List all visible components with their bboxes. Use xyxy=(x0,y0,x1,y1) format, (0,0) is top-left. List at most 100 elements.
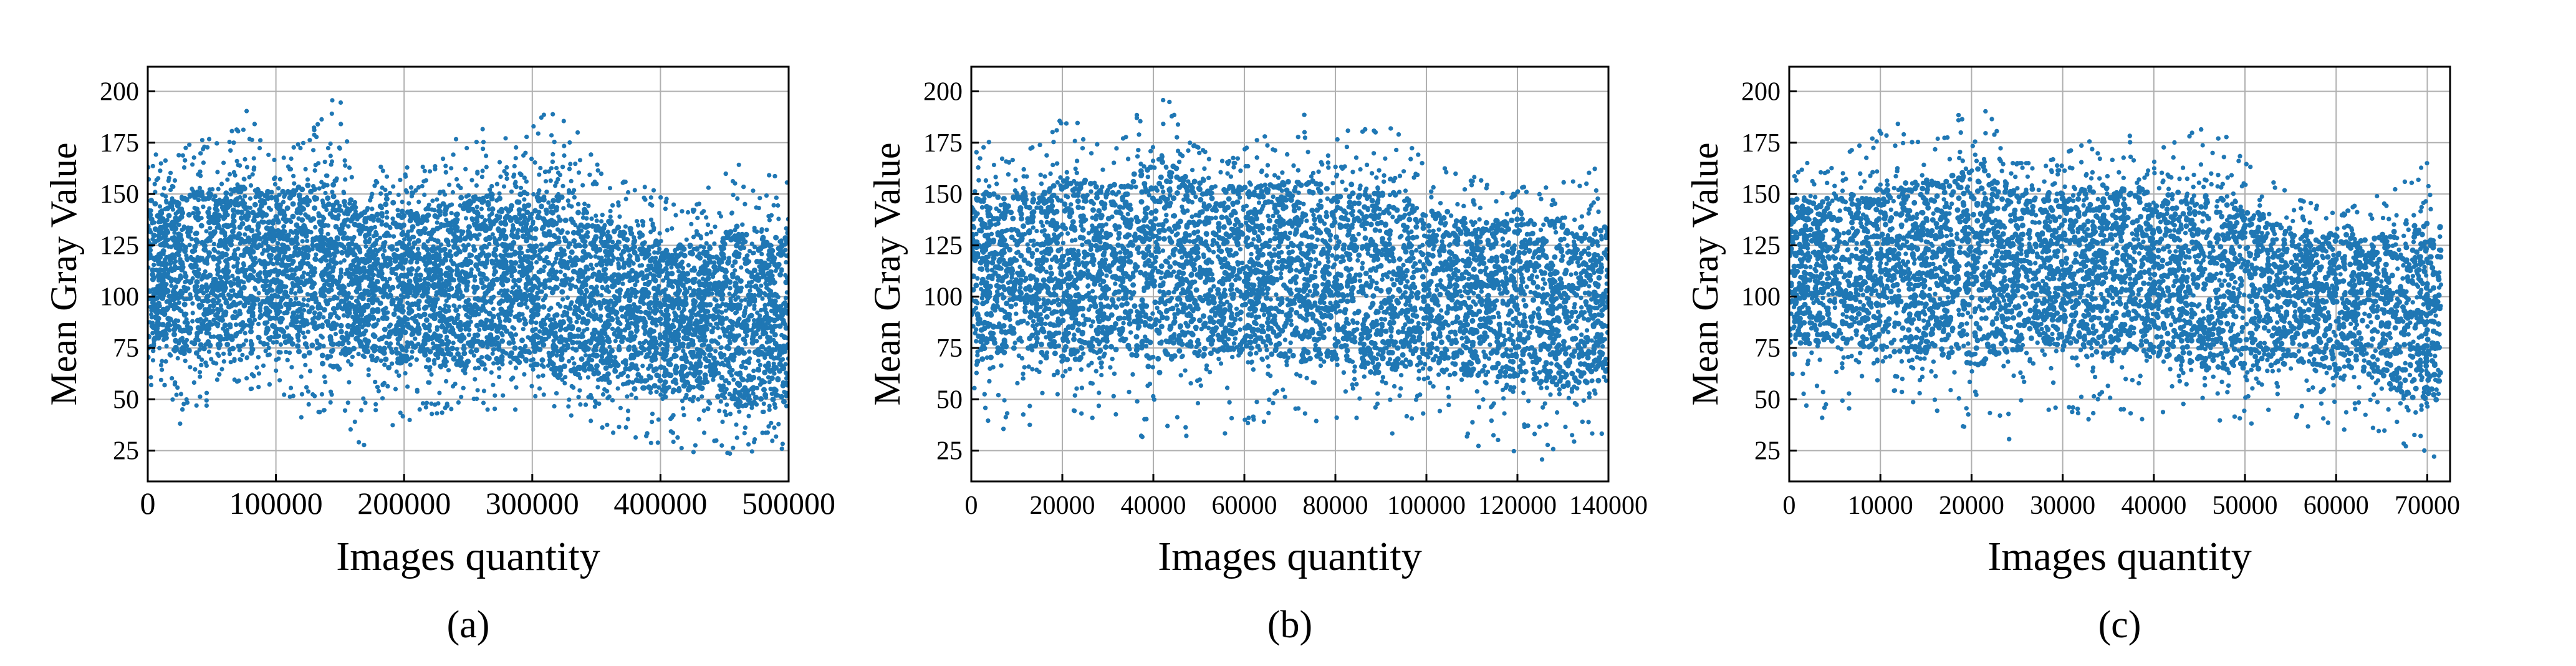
scatter-point-a xyxy=(751,391,756,396)
scatter-point-a xyxy=(783,296,788,301)
scatter-point-a xyxy=(535,291,540,296)
scatter-point-a xyxy=(236,378,241,384)
scatter-point-a xyxy=(375,385,380,390)
scatter-point-a xyxy=(723,409,728,414)
scatter-point-a xyxy=(453,137,459,142)
scatter-point-a xyxy=(360,325,365,330)
scatter-point-a xyxy=(303,362,308,368)
scatter-point-a xyxy=(548,178,553,183)
scatter-point-a xyxy=(550,112,555,117)
scatter-point-a xyxy=(708,322,713,327)
scatter-point-a xyxy=(338,100,344,105)
scatter-point-a xyxy=(512,163,517,169)
scatter-point-a xyxy=(164,344,169,349)
scatter-point-a xyxy=(743,365,748,370)
scatter-point-a xyxy=(642,185,647,190)
scatter-point-a xyxy=(243,194,248,199)
scatter-point-a xyxy=(590,181,595,186)
scatter-point-a xyxy=(570,276,575,281)
scatter-point-a xyxy=(529,157,534,162)
scatter-point-a xyxy=(301,297,306,302)
scatter-point-a xyxy=(435,411,440,416)
scatter-point-a xyxy=(322,160,327,165)
scatter-point-a xyxy=(726,380,731,386)
scatter-point-a xyxy=(508,360,513,365)
scatter-point-a xyxy=(294,296,299,301)
scatter-point-a xyxy=(712,241,717,246)
scatter-point-a xyxy=(569,413,574,418)
scatter-point-a xyxy=(408,185,414,190)
scatter-point-a xyxy=(408,362,413,367)
scatter-point-a xyxy=(774,434,779,439)
scatter-point-a xyxy=(449,166,454,171)
scatter-point-a xyxy=(491,306,496,311)
scatter-point-a xyxy=(243,331,248,335)
scatter-point-a xyxy=(204,403,209,408)
scatter-point-a xyxy=(225,177,230,182)
scatter-point-a xyxy=(384,210,390,215)
scatter-point-a xyxy=(752,400,757,405)
scatter-point-a xyxy=(676,269,681,274)
scatter-point-a xyxy=(406,201,411,206)
scatter-point-a xyxy=(276,186,281,191)
scatter-point-a xyxy=(752,303,757,308)
scatter-point-a xyxy=(761,401,766,407)
scatter-point-a xyxy=(300,239,305,244)
scatter-point-a xyxy=(299,392,304,397)
scatter-point-a xyxy=(473,366,478,371)
scatter-point-a xyxy=(568,162,573,166)
scatter-point-a xyxy=(183,158,188,163)
scatter-point-a xyxy=(416,185,421,190)
scatter-point-a xyxy=(339,122,344,127)
scatter-point-a xyxy=(595,385,600,390)
scatter-point-a xyxy=(160,192,165,197)
scatter-point-a xyxy=(241,280,246,285)
scatter-point-a xyxy=(728,412,733,417)
scatter-point-a xyxy=(627,253,632,258)
scatter-point-a xyxy=(449,211,454,216)
scatter-point-a xyxy=(340,307,345,312)
scatter-point-a xyxy=(731,445,736,450)
scatter-point-a xyxy=(772,402,777,407)
scatter-point-a xyxy=(691,395,696,400)
scatter-point-a xyxy=(715,326,721,331)
scatter-point-a xyxy=(565,295,570,300)
scatter-point-a xyxy=(232,377,237,382)
scatter-point-a xyxy=(531,367,536,372)
scatter-point-a xyxy=(589,216,594,221)
scatter-point-a xyxy=(534,321,539,326)
scatter-point-a xyxy=(204,229,209,234)
scatter-point-a xyxy=(605,229,610,234)
scatter-point-a xyxy=(305,238,310,243)
scatter-point-a xyxy=(387,344,392,349)
scatter-point-a xyxy=(248,387,253,392)
scatter-point-a xyxy=(721,363,727,368)
scatter-point-a xyxy=(742,431,747,436)
scatter-point-a xyxy=(334,178,339,183)
scatter-point-a xyxy=(642,331,647,337)
scatter-point-a xyxy=(435,197,440,202)
scatter-point-a xyxy=(391,184,396,189)
scatter-point-a xyxy=(197,185,202,190)
scatter-point-a xyxy=(755,310,760,315)
scatter-point-a xyxy=(362,443,367,448)
scatter-point-a xyxy=(299,374,304,379)
scatter-point-a xyxy=(256,385,261,390)
scatter-point-a xyxy=(469,267,474,272)
scatter-point-a xyxy=(648,390,653,395)
scatter-point-a xyxy=(232,357,237,362)
scatter-point-a xyxy=(644,268,649,273)
scatter-point-a xyxy=(396,192,401,198)
scatter-point-a xyxy=(546,169,552,174)
scatter-point-a xyxy=(457,304,462,309)
scatter-point-a xyxy=(203,360,208,365)
scatter-point-a xyxy=(724,402,729,407)
scatter-point-a xyxy=(600,213,605,218)
scatter-point-a xyxy=(289,365,294,370)
scatter-point-a xyxy=(599,293,604,298)
scatter-point-a xyxy=(330,190,335,195)
scatter-point-a xyxy=(554,391,559,396)
scatter-point-a xyxy=(440,410,445,415)
scatter-point-a xyxy=(651,188,656,193)
scatter-point-a xyxy=(328,400,333,405)
